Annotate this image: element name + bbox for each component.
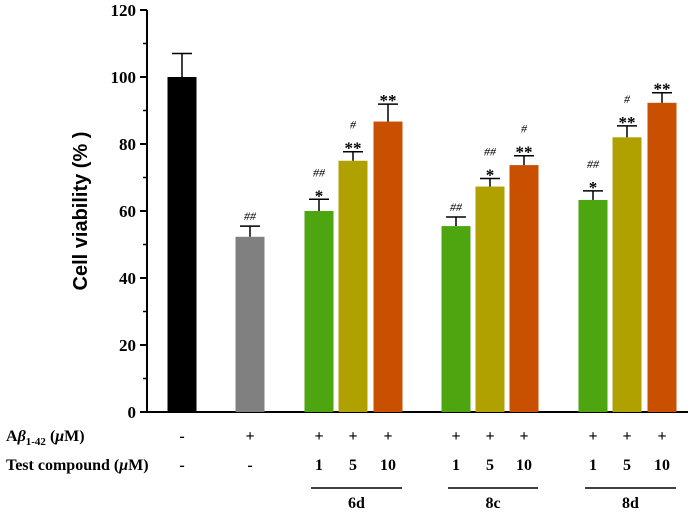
group-label: 8c (485, 495, 500, 512)
dose-value: 1 (452, 457, 460, 474)
abeta-value: + (485, 428, 494, 445)
significance-hash: ## (587, 157, 600, 171)
group-label: 8d (622, 495, 639, 512)
abeta-value: + (588, 428, 597, 445)
y-tick-label: 20 (119, 336, 136, 355)
y-tick-label: 80 (119, 135, 136, 154)
bar (612, 137, 642, 413)
y-tick-label: 120 (111, 1, 137, 20)
significance-hash: # (624, 92, 631, 106)
significance-star: * (486, 166, 495, 185)
dose-value: 5 (623, 457, 631, 474)
abeta-value: - (179, 428, 184, 445)
bar (509, 165, 539, 412)
significance-hash: # (350, 118, 357, 132)
bar (304, 211, 334, 412)
bar (475, 186, 505, 412)
significance-star: ** (345, 139, 362, 158)
significance-hash: ## (244, 209, 257, 223)
condition-rows: - - + - +1 +5 +10 +1 +5 +10 +1 +5 +10 Aβ1-42 (μM) Test… (6, 428, 676, 512)
significance-star: ** (380, 91, 397, 110)
dose-value: 5 (349, 457, 357, 474)
y-tick-label: 60 (119, 202, 136, 221)
significance-star: ** (516, 143, 533, 162)
bar (441, 226, 471, 412)
dose-value: - (247, 457, 252, 474)
abeta-value: + (314, 428, 323, 445)
dose-value: 5 (486, 457, 494, 474)
abeta-value: + (451, 428, 460, 445)
bar (373, 121, 403, 413)
abeta-value: + (348, 428, 357, 445)
significance-star: ** (654, 80, 671, 99)
dose-value: 1 (315, 457, 323, 474)
bars: ## * ## ** # ** ## * ## ** # * ## ** # ** (167, 52, 677, 413)
abeta-value: + (519, 428, 528, 445)
dose-value: 10 (380, 457, 396, 474)
compound-row-label: Test compound (μM) (6, 457, 149, 474)
abeta-value: + (245, 428, 254, 445)
bar (235, 236, 265, 412)
significance-star: ** (619, 113, 636, 132)
y-axis-title: Cell viability (% ) (70, 132, 92, 291)
dose-value: 10 (516, 457, 532, 474)
abeta-value: + (383, 428, 392, 445)
group-label: 6d (348, 495, 365, 512)
axes: 0 20 40 60 80 100 120 Cell viability (% ) (70, 1, 688, 422)
y-tick-label: 100 (111, 68, 137, 87)
significance-hash: ## (450, 200, 463, 214)
dose-value: 1 (589, 457, 597, 474)
abeta-value: + (657, 428, 666, 445)
significance-hash: # (521, 122, 528, 136)
bar (167, 77, 197, 412)
significance-star: * (589, 178, 598, 197)
dose-value: - (179, 457, 184, 474)
significance-star: * (315, 186, 324, 205)
y-tick-label: 40 (119, 269, 136, 288)
significance-hash: ## (313, 165, 326, 179)
bar (338, 160, 368, 412)
bar (578, 199, 608, 412)
y-tick-label: 0 (128, 403, 137, 422)
bar (647, 102, 677, 413)
abeta-value: + (622, 428, 631, 445)
dose-value: 10 (654, 457, 670, 474)
abeta-row-label: Aβ1-42 (μM) (6, 428, 85, 448)
significance-hash: ## (484, 145, 497, 159)
